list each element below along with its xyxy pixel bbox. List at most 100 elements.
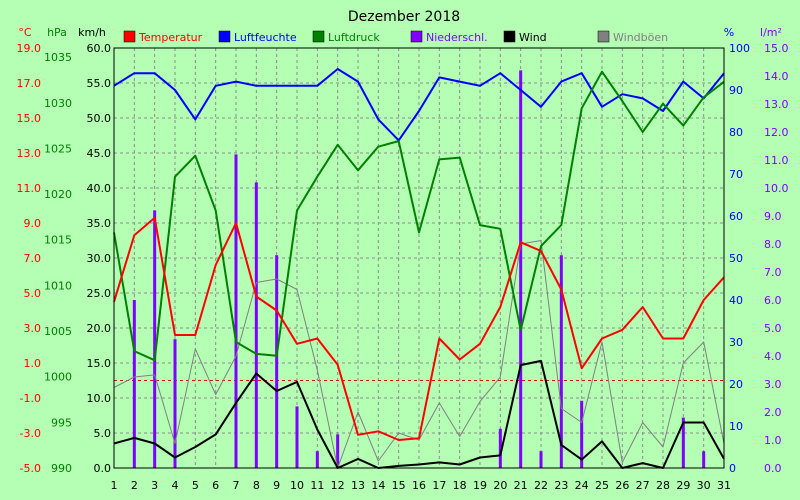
precipitation-bar (519, 70, 523, 469)
y-tick-label-humidity: 10 (729, 420, 743, 433)
y-tick-label-humidity: 60 (729, 210, 743, 223)
y-tick-label-precipitation: 6.0 (764, 294, 782, 307)
legend: Temperatur Luftfeuchte Luftdruck Niederschl… (123, 30, 668, 44)
legend-label: Niederschl. (426, 31, 488, 44)
precipitation-bar (336, 434, 340, 468)
y-tick-label-wind: 55.0 (87, 77, 112, 90)
x-tick-labels: 1 2 3 4 5 6 7 8 9 10 11 12 13 14 15 16 17 18 19 20 21 22 23 24 2… (111, 479, 732, 492)
x-tick-label: 11 (310, 479, 324, 492)
y-tick-label-wind: 15.0 (87, 357, 112, 370)
x-tick-label: 8 (253, 479, 260, 492)
y-tick-label-humidity: 90 (729, 84, 743, 97)
x-tick-label: 22 (534, 479, 548, 492)
x-tick-label: 12 (331, 479, 345, 492)
y-tick-label-humidity: 20 (729, 378, 743, 391)
precipitation-bar (702, 451, 706, 468)
x-tick-label: 27 (636, 479, 650, 492)
y-tick-label-precipitation: 2.0 (764, 406, 782, 419)
chart-title: Dezember 2018 (348, 9, 460, 25)
y-tick-label-humidity: 100 (729, 42, 750, 55)
axis-units: °C hPa km/h % l/m² (18, 26, 782, 39)
y-tick-label-temperature: 1.0 (24, 357, 42, 370)
y-tick-label-temperature: 13.0 (17, 147, 42, 160)
precipitation-bars (132, 70, 706, 469)
y-tick-label-pressure: 1020 (44, 188, 72, 201)
y-tick-label-temperature: 11.0 (17, 182, 42, 195)
legend-swatch (123, 30, 136, 43)
y-tick-labels: 19.0 17.0 15.0 13.0 11.0 9.0 7.0 5.0 3.0 1.0 -1.0 -… (17, 42, 789, 475)
y-tick-label-pressure: 995 (51, 416, 72, 429)
legend-label: Luftfeuchte (234, 31, 297, 44)
series-line-temperatur (113, 216, 725, 441)
x-tick-label: 7 (233, 479, 240, 492)
precipitation-bar (315, 451, 319, 468)
y-tick-label-humidity: 0 (729, 462, 736, 475)
y-tick-label-precipitation: 13.0 (764, 98, 789, 111)
x-tick-label: 6 (212, 479, 219, 492)
y-tick-label-humidity: 30 (729, 336, 743, 349)
y-tick-label-temperature: 9.0 (24, 217, 42, 230)
x-tick-label: 14 (371, 479, 385, 492)
y-tick-label-pressure: 1030 (44, 97, 72, 110)
y-tick-label-wind: 60.0 (87, 42, 112, 55)
y-tick-label-precipitation: 15.0 (764, 42, 789, 55)
x-tick-label: 2 (131, 479, 138, 492)
y-tick-label-precipitation: 8.0 (764, 238, 782, 251)
precipitation-bar (254, 182, 258, 468)
y-tick-label-temperature: 15.0 (17, 112, 42, 125)
y-tick-label-wind: 20.0 (87, 322, 112, 335)
x-tick-label: 28 (656, 479, 670, 492)
y-tick-label-precipitation: 4.0 (764, 350, 782, 363)
y-tick-label-temperature: -3.0 (20, 427, 41, 440)
unit-pressure: hPa (47, 26, 67, 39)
y-tick-label-precipitation: 3.0 (764, 378, 782, 391)
precipitation-bar (559, 255, 563, 468)
x-tick-label: 19 (473, 479, 487, 492)
y-tick-label-wind: 50.0 (87, 112, 112, 125)
y-tick-label-temperature: -1.0 (20, 392, 41, 405)
precipitation-bar (681, 417, 685, 468)
y-tick-label-pressure: 1000 (44, 371, 72, 384)
precipitation-bar (153, 210, 157, 468)
x-tick-label: 17 (432, 479, 446, 492)
legend-label: Luftdruck (328, 31, 380, 44)
x-tick-label: 29 (676, 479, 690, 492)
y-tick-label-precipitation: 10.0 (764, 182, 789, 195)
y-tick-label-temperature: -5.0 (20, 462, 41, 475)
x-tick-label: 16 (412, 479, 426, 492)
unit-temperature: °C (18, 26, 32, 39)
y-tick-label-precipitation: 9.0 (764, 210, 782, 223)
precipitation-bar (173, 339, 177, 468)
legend-swatch (218, 30, 231, 43)
y-tick-label-wind: 0.0 (94, 462, 112, 475)
x-tick-label: 3 (151, 479, 158, 492)
y-tick-label-temperature: 17.0 (17, 77, 42, 90)
series-line-luftdruck (113, 70, 725, 362)
legend-label: Temperatur (138, 31, 203, 44)
legend-swatch (410, 30, 423, 43)
x-tick-label: 21 (514, 479, 528, 492)
y-tick-label-precipitation: 11.0 (764, 154, 789, 167)
y-tick-label-wind: 5.0 (94, 427, 112, 440)
y-tick-label-precipitation: 7.0 (764, 266, 782, 279)
precipitation-bar (132, 300, 136, 468)
y-tick-label-wind: 10.0 (87, 392, 112, 405)
y-tick-label-pressure: 1005 (44, 325, 72, 338)
legend-label: Windböen (613, 31, 668, 44)
x-tick-label: 1 (111, 479, 118, 492)
y-tick-label-temperature: 7.0 (24, 252, 42, 265)
precipitation-bar (580, 400, 584, 468)
x-tick-label: 18 (453, 479, 467, 492)
y-tick-label-wind: 35.0 (87, 217, 112, 230)
y-tick-label-precipitation: 1.0 (764, 434, 782, 447)
x-tick-label: 23 (554, 479, 568, 492)
x-tick-label: 4 (172, 479, 179, 492)
y-tick-label-pressure: 1015 (44, 234, 72, 247)
x-tick-label: 24 (575, 479, 589, 492)
x-tick-label: 9 (273, 479, 280, 492)
plot-frame (113, 47, 725, 469)
unit-wind: km/h (78, 26, 106, 39)
y-tick-label-temperature: 19.0 (17, 42, 42, 55)
y-tick-label-wind: 25.0 (87, 287, 112, 300)
